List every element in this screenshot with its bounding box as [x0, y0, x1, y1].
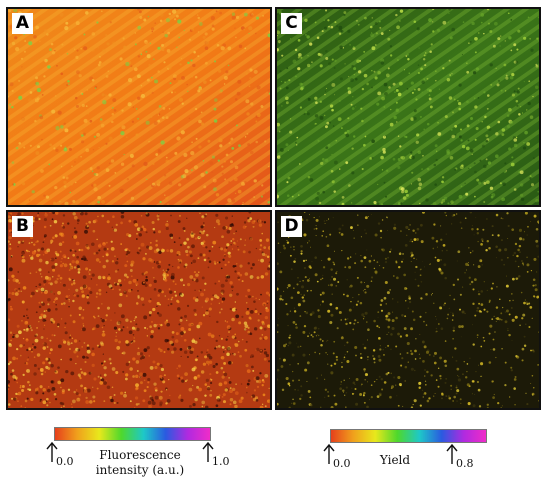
fluorescence-title-line1: Fluorescence — [99, 448, 181, 462]
panel-label-a: A — [12, 13, 33, 34]
image-panel-a: A — [6, 7, 272, 207]
panel-label-b: B — [12, 216, 33, 237]
fluorescence-title-line2: intensity (a.u.) — [95, 463, 185, 477]
yield-max-label: 0.8 — [456, 457, 474, 470]
yield-image-c — [277, 9, 539, 205]
image-panel-b: B — [6, 210, 272, 410]
fluorescence-image-a — [8, 9, 270, 205]
yield-colorbar — [330, 429, 487, 443]
arrow-up-icon — [322, 443, 336, 465]
panel-label-d: D — [281, 216, 302, 237]
fluorescence-colorbar-title: Fluorescence intensity (a.u.) — [80, 448, 200, 478]
arrow-up-icon — [445, 443, 459, 465]
yield-image-d — [277, 212, 539, 408]
yield-min-label: 0.0 — [333, 457, 351, 470]
panel-label-c: C — [281, 13, 302, 34]
fluorescence-max-label: 1.0 — [212, 455, 230, 468]
fluorescence-colorbar — [54, 427, 211, 441]
yield-colorbar-title: Yield — [379, 453, 411, 467]
arrow-up-icon — [45, 441, 59, 463]
image-panel-c: C — [275, 7, 541, 207]
image-panel-d: D — [275, 210, 541, 410]
arrow-up-icon — [201, 441, 215, 463]
fluorescence-image-b — [8, 212, 270, 408]
fluorescence-min-label: 0.0 — [56, 455, 74, 468]
